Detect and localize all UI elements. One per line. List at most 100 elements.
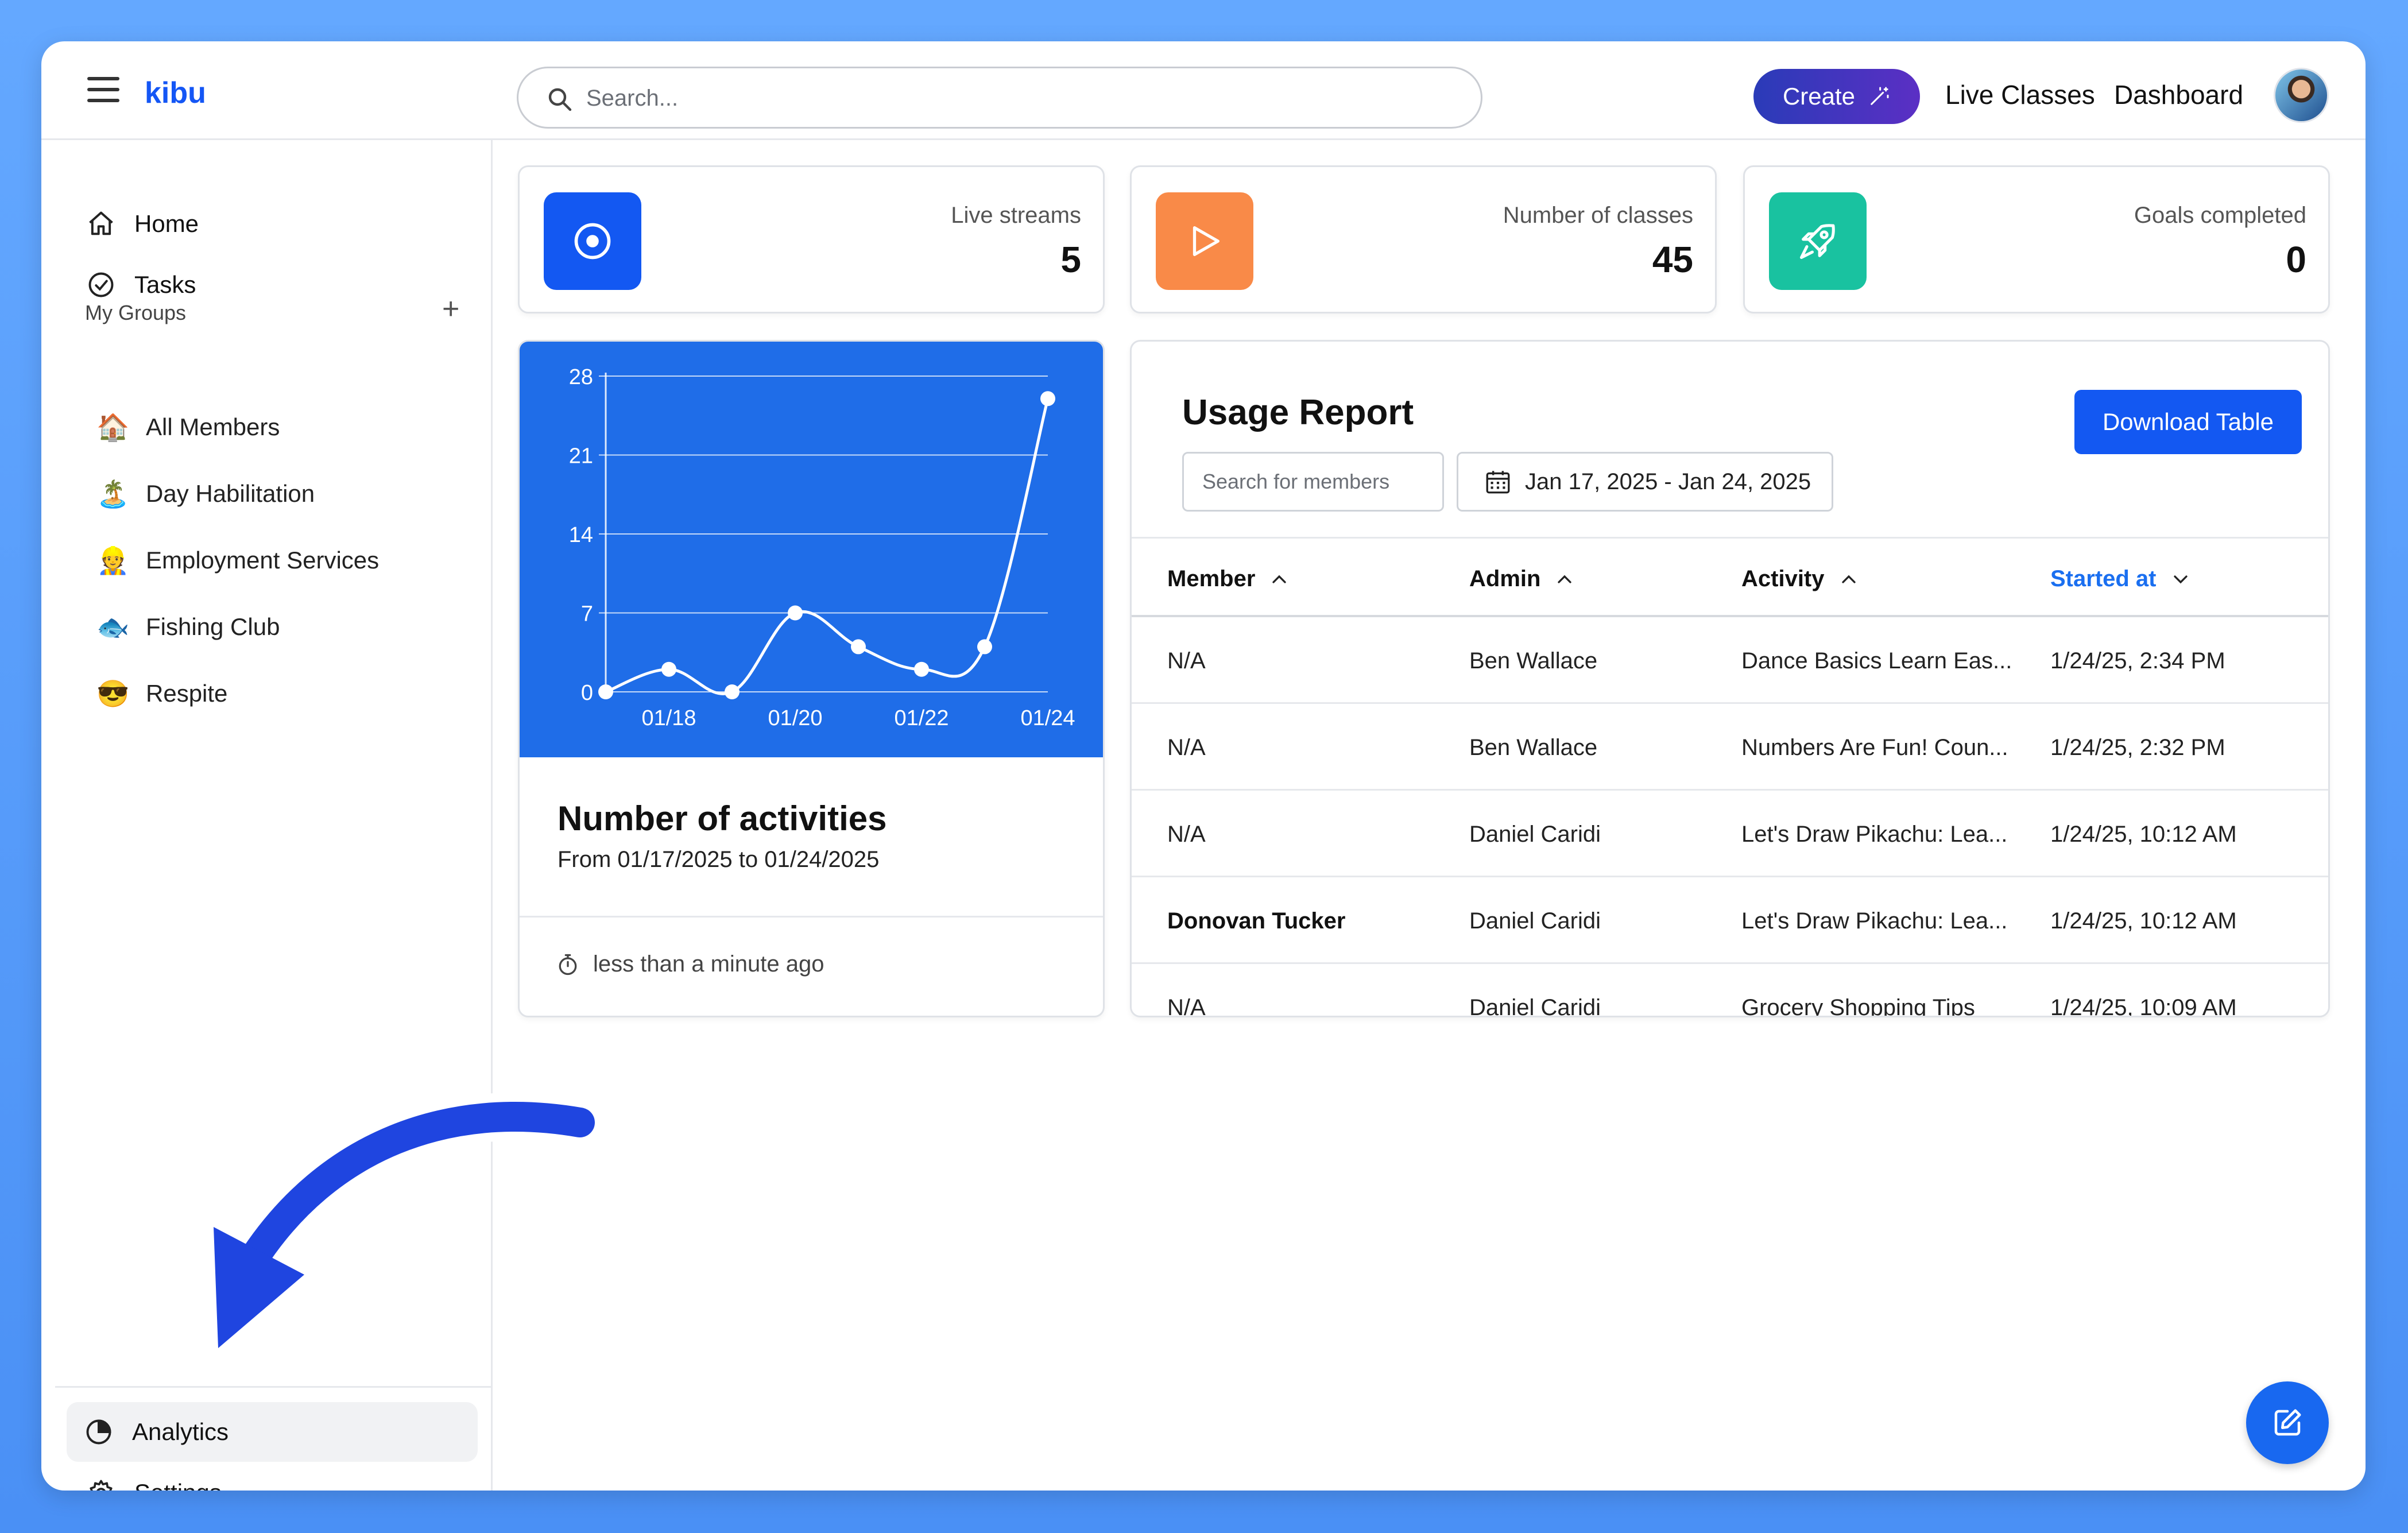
activities-updated-text: less than a minute ago xyxy=(593,951,824,977)
activities-updated: less than a minute ago xyxy=(555,951,824,977)
sidebar-item-label: All Members xyxy=(146,413,280,440)
sidebar-item-tasks[interactable]: Tasks xyxy=(69,255,196,315)
chart-x-tick-label: 01/22 xyxy=(894,706,949,730)
cell-activity: Grocery Shopping Tips xyxy=(1741,995,1975,1017)
home-icon xyxy=(89,211,113,235)
cell-activity: Let's Draw Pikachu: Lea... xyxy=(1741,908,2008,934)
stat-card-number-of-classes: Number of classes 45 xyxy=(1130,165,1717,313)
column-header-started-at[interactable]: Started at xyxy=(2050,566,2192,592)
cell-started-at: 1/24/25, 10:12 AM xyxy=(2050,822,2237,847)
member-search-input[interactable] xyxy=(1182,452,1444,512)
chart-y-tick-label: 7 xyxy=(581,602,593,626)
search-bar[interactable] xyxy=(517,67,1482,129)
sidebar-item-home[interactable]: Home xyxy=(69,194,199,254)
cell-member: N/A xyxy=(1167,648,1206,673)
hamburger-menu-icon[interactable] xyxy=(87,77,119,104)
sidebar-item-label: Settings xyxy=(134,1479,222,1491)
sunglasses-face-icon: 😎 xyxy=(96,678,130,709)
magic-wand-icon xyxy=(1871,87,1889,105)
stat-value: 45 xyxy=(1652,239,1693,280)
sidebar-item-label: Employment Services xyxy=(146,547,380,574)
column-header-label: Admin xyxy=(1469,566,1541,591)
cell-started-at: 1/24/25, 2:32 PM xyxy=(2050,735,2225,760)
chart-y-tick-label: 21 xyxy=(569,444,593,469)
cell-admin: Daniel Caridi xyxy=(1469,995,1601,1017)
chart-x-tick-label: 01/20 xyxy=(768,706,822,730)
column-header-activity[interactable]: Activity xyxy=(1741,566,1860,592)
search-icon xyxy=(548,88,572,111)
activities-divider xyxy=(520,916,1103,918)
table-row[interactable]: N/A Ben Wallace Numbers Are Fun! Coun...… xyxy=(1132,704,2328,791)
cell-member: N/A xyxy=(1167,822,1206,847)
chart-data-point xyxy=(977,639,992,655)
check-circle-icon xyxy=(88,272,114,297)
cell-admin: Ben Wallace xyxy=(1469,735,1598,760)
column-header-label: Started at xyxy=(2050,566,2157,591)
cell-activity: Dance Basics Learn Eas... xyxy=(1741,648,2012,673)
compose-button[interactable] xyxy=(2246,1381,2329,1464)
table-row[interactable]: N/A Daniel Caridi Let's Draw Pikachu: Le… xyxy=(1132,791,2328,877)
activities-chart: 0 7 14 21 28 01/18 01/20 01/22 01/24 xyxy=(520,342,1103,757)
column-header-member[interactable]: Member xyxy=(1167,566,1291,592)
chart-data-point xyxy=(725,684,740,699)
cell-activity: Let's Draw Pikachu: Lea... xyxy=(1741,822,2008,847)
sidebar-group-employment-services[interactable]: 👷 Employment Services xyxy=(96,532,379,589)
download-table-button[interactable]: Download Table xyxy=(2074,390,2302,454)
activities-card: 0 7 14 21 28 01/18 01/20 01/22 01/24 Number of a… xyxy=(518,340,1105,1017)
create-button-label: Create xyxy=(1782,83,1856,110)
usage-report-card: Usage Report Jan 17, 2025 - Jan 24, 2025… xyxy=(1130,340,2330,1017)
my-groups-label: My Groups xyxy=(85,301,187,324)
island-icon: 🏝️ xyxy=(96,478,130,509)
avatar[interactable] xyxy=(2274,68,2329,123)
table-row[interactable]: N/A Daniel Caridi Grocery Shopping Tips … xyxy=(1132,964,2328,1017)
sidebar-group-day-habilitation[interactable]: 🏝️ Day Habilitation xyxy=(96,465,315,522)
sidebar-group-all-members[interactable]: 🏠 All Members xyxy=(96,398,280,456)
chart-y-tick-label: 0 xyxy=(581,681,593,705)
app-window: kibu Create Live Classes Dashboard Home … xyxy=(41,41,2366,1491)
activities-title: Number of activities xyxy=(558,799,887,838)
nav-dashboard[interactable]: Dashboard xyxy=(2114,80,2244,110)
cell-admin: Daniel Caridi xyxy=(1469,822,1601,847)
cell-member: N/A xyxy=(1167,995,1206,1017)
column-header-label: Member xyxy=(1167,566,1256,591)
table-row[interactable]: Donovan Tucker Daniel Caridi Let's Draw … xyxy=(1132,877,2328,964)
chevron-up-icon xyxy=(1558,575,1572,583)
column-header-admin[interactable]: Admin xyxy=(1469,566,1576,592)
chart-data-point xyxy=(598,684,613,699)
sidebar: Home Tasks My Groups + 🏠 All Members 🏝️ … xyxy=(41,140,493,1491)
create-button[interactable]: Create xyxy=(1753,69,1920,124)
pie-chart-icon xyxy=(86,1419,111,1445)
app-logo[interactable]: kibu xyxy=(145,76,206,110)
search-input[interactable] xyxy=(586,81,1447,115)
sidebar-item-settings[interactable]: Settings xyxy=(69,1463,222,1491)
cell-member: Donovan Tucker xyxy=(1167,908,1346,934)
activities-subtitle: From 01/17/2025 to 01/24/2025 xyxy=(558,847,880,872)
nav-live-classes[interactable]: Live Classes xyxy=(1945,80,2095,110)
stopwatch-icon xyxy=(559,954,577,975)
chart-data-point xyxy=(914,661,929,677)
sidebar-item-analytics[interactable]: Analytics xyxy=(67,1402,478,1462)
stat-label: Goals completed xyxy=(2134,203,2306,228)
chart-y-tick-label: 14 xyxy=(569,523,593,547)
sidebar-group-respite[interactable]: 😎 Respite xyxy=(96,665,227,722)
cell-started-at: 1/24/25, 2:34 PM xyxy=(2050,648,2225,673)
cell-member: N/A xyxy=(1167,735,1206,760)
chevron-up-icon xyxy=(1841,575,1856,583)
house-icon: 🏠 xyxy=(96,412,130,442)
chart-y-tick-label: 28 xyxy=(569,365,593,389)
rocket-icon xyxy=(1769,192,1867,290)
table-row[interactable]: N/A Ben Wallace Dance Basics Learn Eas..… xyxy=(1132,617,2328,704)
play-icon xyxy=(1156,192,1253,290)
edit-icon xyxy=(2274,1409,2301,1436)
sidebar-divider xyxy=(55,1386,493,1388)
date-range-picker[interactable]: Jan 17, 2025 - Jan 24, 2025 xyxy=(1457,452,1833,512)
chart-series-line xyxy=(605,398,1050,695)
sidebar-item-label: Analytics xyxy=(132,1418,229,1445)
cell-started-at: 1/24/25, 10:09 AM xyxy=(2050,995,2237,1017)
cell-admin: Daniel Caridi xyxy=(1469,908,1601,934)
date-range-text: Jan 17, 2025 - Jan 24, 2025 xyxy=(1525,469,1811,494)
stat-card-live-streams: Live streams 5 xyxy=(518,165,1105,313)
gear-icon xyxy=(90,1480,113,1491)
sidebar-group-fishing-club[interactable]: 🐟 Fishing Club xyxy=(96,598,280,656)
add-group-icon[interactable]: + xyxy=(442,292,460,326)
